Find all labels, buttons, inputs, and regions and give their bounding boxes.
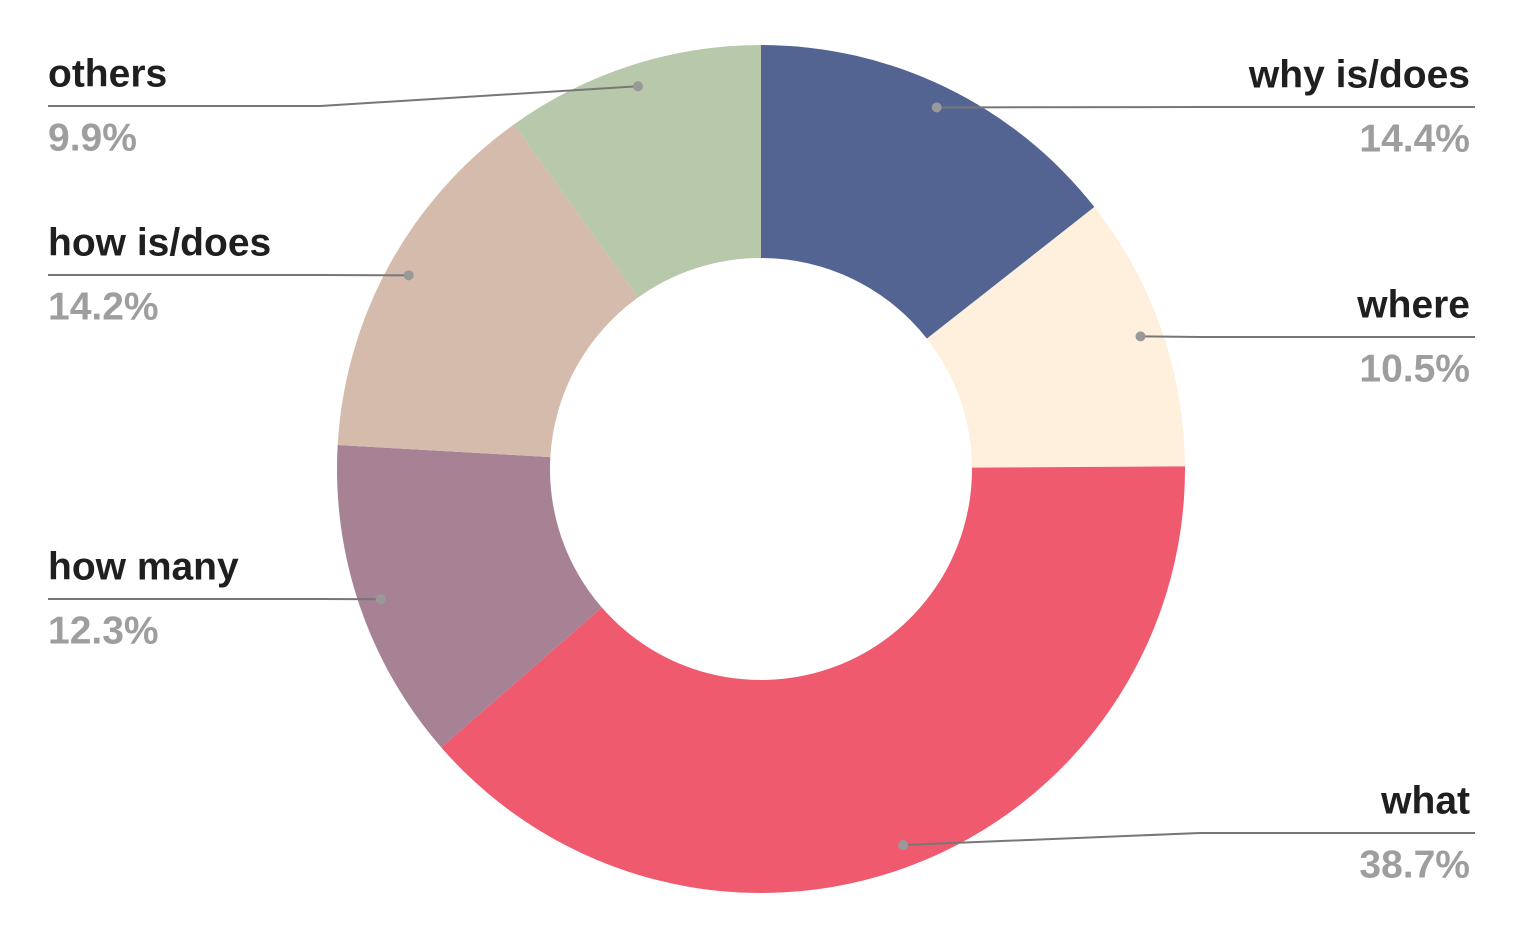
leader-line (1140, 335, 1475, 338)
leader-line (903, 832, 1475, 847)
donut-slice (926, 207, 1185, 468)
category-label: what (1380, 779, 1470, 822)
category-label: how many (48, 545, 239, 588)
leader-dot (931, 102, 942, 113)
value-label: 14.4% (1359, 117, 1470, 160)
leader-dot (1135, 331, 1146, 342)
leader-dot (403, 270, 414, 281)
value-label: 9.9% (48, 116, 137, 159)
category-label: how is/does (48, 221, 271, 264)
donut-slice (761, 45, 1095, 339)
leader-line (48, 85, 639, 107)
donut-slice (513, 44, 761, 298)
leader-dot (898, 840, 909, 851)
leader-dot (632, 81, 643, 92)
donut-slice (337, 124, 639, 458)
value-label: 38.7% (1359, 843, 1470, 886)
donut-slice (337, 445, 602, 748)
category-label: why is/does (1248, 53, 1470, 96)
value-label: 10.5% (1359, 347, 1470, 390)
category-label: others (48, 52, 167, 95)
donut-slice (441, 466, 1185, 893)
category-label: where (1356, 283, 1470, 326)
leader-dot (375, 594, 386, 605)
value-label: 14.2% (48, 285, 159, 328)
value-label: 12.3% (48, 609, 159, 652)
